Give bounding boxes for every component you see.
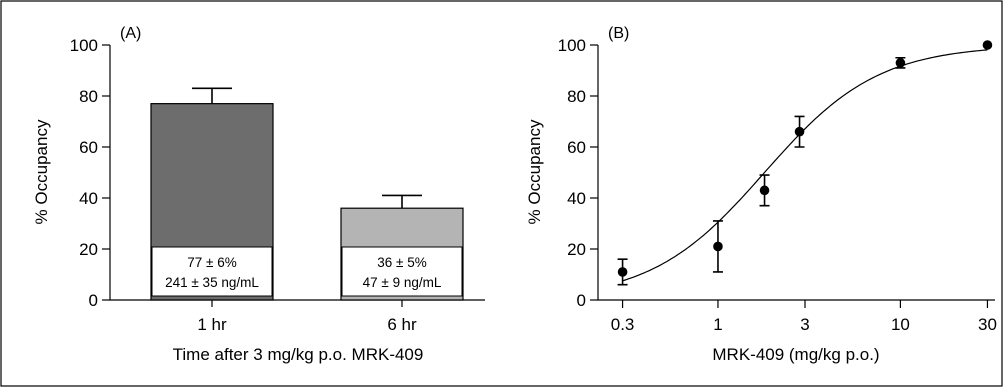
data-point	[982, 40, 993, 50]
panel-a-y-tick-label: 100	[70, 36, 98, 55]
panel-a-x-tick-label: 1 hr	[197, 315, 227, 334]
bar-annotation-concentration: 47 ± 9 ng/mL	[363, 275, 442, 290]
panel-b-y-tick-label: 0	[577, 291, 586, 310]
panel-a-x-tick-labels: 1 hr 6 hr	[197, 300, 417, 334]
panel-b-y-axis-title: % Occupancy	[525, 119, 544, 224]
panel-b-y-tick-label: 60	[567, 138, 586, 157]
bar-annotation-box	[341, 246, 463, 297]
panel-a: (A) 0 20 40 60 80 100 77 ± 6% 241 ± 35 ng/mL 36…	[32, 25, 485, 364]
error-bar	[382, 194, 422, 209]
panel-b-x-tick-label: 0.3	[611, 315, 635, 334]
panel-b-points	[617, 40, 993, 286]
error-bar	[192, 87, 232, 104]
panel-b-x-tick-label: 1	[713, 315, 722, 334]
bar-annotation-box	[151, 246, 273, 297]
panel-b-y-tick-label: 100	[558, 36, 586, 55]
panel-b-x-tick-label: 10	[891, 315, 910, 334]
panel-b-y-tick-label: 80	[567, 87, 586, 106]
panel-b-label: (B)	[608, 25, 629, 42]
panel-a-bars: 77 ± 6% 241 ± 35 ng/mL 36 ± 5% 47 ± 9 ng/mL	[150, 87, 464, 301]
data-point	[713, 241, 723, 252]
panel-a-y-tick-label: 40	[79, 189, 98, 208]
panel-a-x-tick-label: 6 hr	[387, 315, 417, 334]
panel-b: (B) 0 20 40 60 80 100 0.3 1 3 10 30 % Occupancy M…	[525, 25, 997, 364]
panel-b-x-axis-title: MRK-409 (mg/kg p.o.)	[712, 345, 879, 364]
panel-b-y-tick-label: 40	[567, 189, 586, 208]
bar-annotation-occupancy: 77 ± 6%	[187, 255, 236, 270]
panel-a-y-tick-label: 0	[89, 291, 98, 310]
data-point	[759, 185, 770, 196]
panel-b-y-ticks: 0 20 40 60 80 100	[558, 36, 598, 310]
panel-a-y-tick-label: 60	[79, 138, 98, 157]
panel-b-y-tick-label: 20	[567, 240, 586, 259]
panel-a-y-tick-label: 80	[79, 87, 98, 106]
panel-b-x-tick-label: 30	[978, 315, 997, 334]
panel-a-y-ticks: 0 20 40 60 80 100	[70, 36, 110, 310]
panel-a-y-axis-title: % Occupancy	[32, 119, 51, 224]
data-point	[794, 126, 805, 137]
panel-a-y-tick-label: 20	[79, 240, 98, 259]
panel-b-x-ticks: 0.3 1 3 10 30	[611, 300, 997, 334]
bar-annotation-occupancy: 36 ± 5%	[377, 255, 426, 270]
data-point	[617, 267, 628, 277]
data-point	[895, 58, 906, 68]
panel-b-fit-curve	[622, 49, 988, 282]
panel-b-x-tick-label: 3	[800, 315, 809, 334]
bar-annotation-concentration: 241 ± 35 ng/mL	[165, 275, 259, 290]
panel-a-x-axis-title: Time after 3 mg/kg p.o. MRK-409	[173, 345, 424, 364]
panel-a-label: (A)	[120, 25, 141, 42]
